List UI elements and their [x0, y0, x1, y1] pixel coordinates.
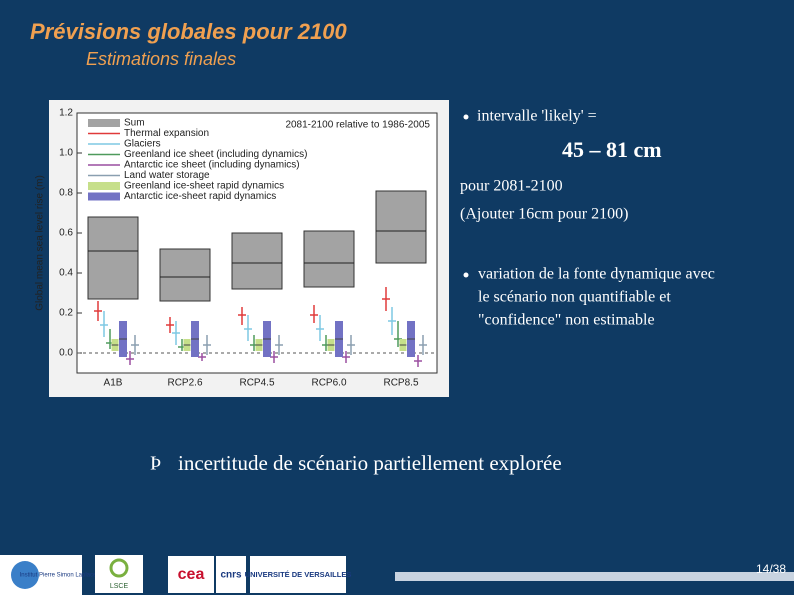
- legend-label: Glaciers: [124, 139, 161, 150]
- logo-shape: [11, 561, 39, 589]
- logo: [216, 556, 246, 593]
- bullet-text: le scénario non quantifiable et: [478, 289, 671, 306]
- page-number: 14/38: [756, 562, 786, 576]
- legend-swatch: [88, 182, 120, 190]
- box: [231, 232, 283, 290]
- period: pour 2081-2100: [460, 178, 563, 195]
- box: [375, 190, 427, 264]
- logo: [250, 556, 346, 593]
- x-tick-label: RCP4.5: [239, 378, 274, 389]
- logo: [168, 556, 214, 593]
- y-tick-label: 1.0: [59, 148, 73, 159]
- legend-swatch: [88, 192, 120, 201]
- conclusion: incertitude de scénario partiellement ex…: [178, 451, 562, 475]
- y-tick-label: 1.2: [59, 108, 73, 119]
- bullet: [463, 114, 469, 120]
- legend-label: Antarctic ice sheet (including dynamics): [124, 160, 300, 171]
- box: [87, 216, 139, 300]
- footer: Institut Pierre Simon Laplace LSCE cea c…: [0, 555, 794, 595]
- logo-shape: [109, 558, 129, 578]
- box: [303, 230, 355, 288]
- y-tick-label: 0.6: [59, 228, 73, 239]
- legend-label: Sum: [124, 118, 145, 129]
- legend-label: Greenland ice sheet (including dynamics): [124, 149, 307, 160]
- y-axis-title: Global mean sea level rise (m): [35, 175, 46, 311]
- legend-label: Antarctic ice-sheet rapid dynamics: [124, 191, 276, 202]
- logo-text: UNIVERSITÉ DE VERSAILLES: [245, 570, 352, 579]
- addition: (Ajouter 16cm pour 2100): [460, 206, 628, 223]
- y-tick-label: 0.2: [59, 308, 73, 319]
- chart-note: 2081-2100 relative to 1986-2005: [285, 120, 430, 131]
- footer-bar: [395, 572, 794, 581]
- y-tick-label: 0.4: [59, 268, 73, 279]
- arrow-symbol: Þ: [150, 453, 161, 475]
- legend-label: Land water storage: [124, 170, 210, 181]
- bullet: [463, 272, 469, 278]
- x-tick-label: RCP2.6: [167, 378, 202, 389]
- box: [159, 248, 211, 302]
- legend-swatch: [88, 119, 120, 127]
- x-tick-label: A1B: [104, 378, 123, 389]
- subtitle: Estimations finales: [86, 49, 236, 69]
- y-tick-label: 0.0: [59, 348, 73, 359]
- logo-text: cea: [178, 566, 205, 583]
- y-tick-label: 0.8: [59, 188, 73, 199]
- bullet-text: variation de la fonte dynamique avec: [478, 266, 715, 283]
- logo-text: Institut Pierre Simon Laplace: [20, 573, 97, 579]
- chart: 2081-2100 relative to 1986-2005 Global m…: [35, 100, 449, 397]
- logo-text: cnrs: [220, 570, 242, 581]
- title: Prévisions globales pour 2100: [30, 19, 347, 44]
- bullet-text: intervalle 'likely' =: [477, 108, 597, 125]
- logo-text: LSCE: [110, 583, 129, 590]
- bullet-text: "confidence" non estimable: [478, 312, 655, 329]
- legend-label: Thermal expansion: [124, 128, 209, 139]
- x-tick-label: RCP8.5: [383, 378, 418, 389]
- legend-label: Greenland ice-sheet rapid dynamics: [124, 181, 284, 192]
- range: 45 – 81 cm: [562, 137, 662, 162]
- x-tick-label: RCP6.0: [311, 378, 346, 389]
